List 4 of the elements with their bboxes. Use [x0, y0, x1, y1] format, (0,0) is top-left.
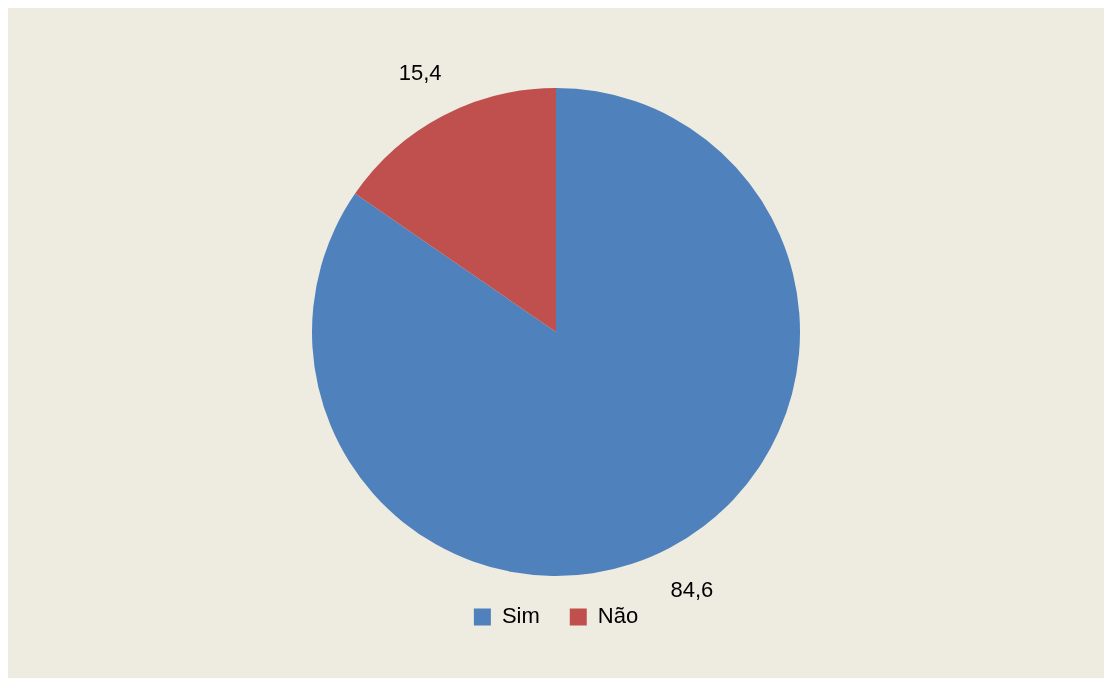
data-label: 15,4 — [398, 59, 442, 85]
legend-label: Sim — [501, 603, 540, 629]
legend-label: Não — [597, 603, 639, 629]
data-label: 84,6 — [670, 576, 714, 602]
